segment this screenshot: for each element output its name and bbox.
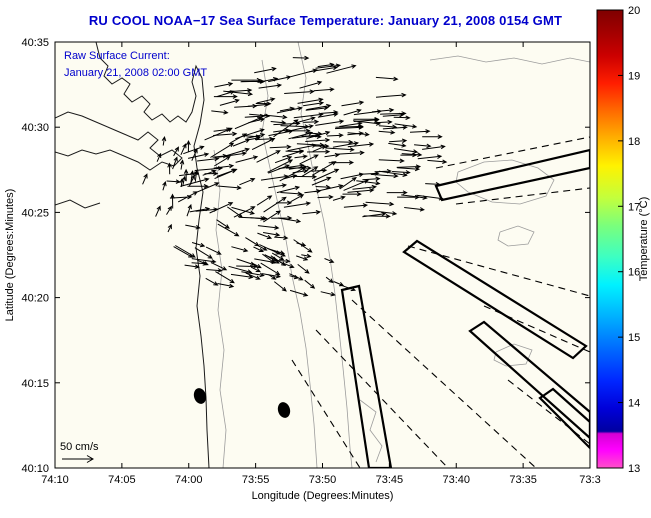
x-tick-label: 73:45 <box>376 474 404 486</box>
y-tick-label: 40:30 <box>21 122 49 134</box>
bathymetry-contour <box>455 159 555 205</box>
radar-site-marker <box>277 402 291 418</box>
radar-bearing-dashed-line <box>315 329 449 468</box>
colorbar-tick-label: 19 <box>628 70 640 82</box>
y-tick-label: 40:35 <box>21 37 49 49</box>
bathymetry-contour <box>213 149 227 468</box>
colorbar-tick-label: 14 <box>628 398 640 410</box>
x-tick-label: 74:05 <box>108 474 136 486</box>
figure-title: RU COOL NOAA−17 Sea Surface Temperature:… <box>88 13 563 28</box>
radar-bearing-dashed-line <box>435 136 590 169</box>
x-tick-label: 74:00 <box>175 474 203 486</box>
y-axis-label: Latitude (Degrees:Minutes) <box>4 188 16 322</box>
colorbar-tick-label: 17 <box>628 201 640 213</box>
radar-coverage-outline <box>402 239 588 360</box>
colorbar-tick-label: 13 <box>628 463 640 475</box>
radar-coverage-outline <box>468 320 590 440</box>
x-axis-label: Longitude (Degrees:Minutes) <box>251 490 394 502</box>
y-tick-label: 40:10 <box>21 463 49 475</box>
coastline <box>55 111 183 171</box>
y-tick-label: 40:15 <box>21 378 49 390</box>
radar-site-marker <box>193 388 207 404</box>
annotation-current-time: January 21, 2008 02:00 GMT <box>64 67 208 79</box>
scale-arrow <box>62 455 94 463</box>
x-tick-label: 73:50 <box>309 474 337 486</box>
bathymetry-contour <box>297 42 353 468</box>
colorbar <box>597 10 623 468</box>
radar-bearing-dashed-line <box>455 187 590 205</box>
map-background <box>55 42 590 468</box>
coastline <box>55 199 101 209</box>
radar-coverage-outline <box>340 284 393 468</box>
y-tick-label: 40:25 <box>21 207 49 219</box>
radar-bearing-dashed-line <box>291 359 361 468</box>
x-tick-label: 73:3 <box>579 474 600 486</box>
bathymetry-contour <box>497 225 535 247</box>
radar-bearing-dashed-line <box>407 245 590 297</box>
map-layers <box>55 42 590 468</box>
colorbar-frame <box>596 9 624 469</box>
bathymetry-contour <box>359 399 383 463</box>
bathymetry-contour <box>493 343 533 367</box>
y-tick-label: 40:20 <box>21 293 49 305</box>
radar-coverage-outline <box>538 387 590 450</box>
x-tick-label: 74:10 <box>41 474 69 486</box>
radar-bearing-dashed-line <box>351 299 537 468</box>
x-tick-label: 73:40 <box>442 474 470 486</box>
colorbar-tick-label: 15 <box>628 332 640 344</box>
colorbar-tick-label: 20 <box>628 5 640 17</box>
scale-label: 50 cm/s <box>60 441 99 453</box>
annotation-current-label: Raw Surface Current: <box>64 50 170 62</box>
x-tick-label: 73:55 <box>242 474 270 486</box>
colorbar-tick-label: 18 <box>628 136 640 148</box>
coastline <box>95 42 210 468</box>
radar-coverage-outline <box>434 148 590 202</box>
current-vectors <box>142 55 448 297</box>
colorbar-label: Temperature (°C) <box>638 196 650 282</box>
bathymetry-contour <box>429 55 590 65</box>
bathymetry-contour <box>261 59 318 468</box>
colorbar-tick-label: 16 <box>628 267 640 279</box>
radar-bearing-dashed-line <box>483 305 590 353</box>
x-tick-label: 73:35 <box>509 474 537 486</box>
